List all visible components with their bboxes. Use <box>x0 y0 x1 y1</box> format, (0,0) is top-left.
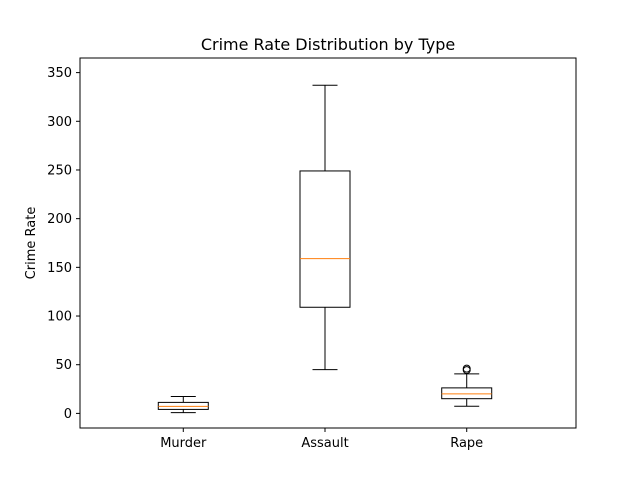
rape-box <box>441 387 493 400</box>
y-tick-label-200: 200 <box>47 212 72 227</box>
assault-box <box>299 170 351 308</box>
y-tick-label-350: 350 <box>47 66 72 81</box>
y-tick-label-300: 300 <box>47 115 72 130</box>
y-tick-label-150: 150 <box>47 261 72 276</box>
chart-title: Crime Rate Distribution by Type <box>201 35 455 54</box>
x-tick-label-murder: Murder <box>160 436 207 451</box>
y-axis-label: Crime Rate <box>24 207 39 280</box>
x-tick-label-rape: Rape <box>450 436 483 451</box>
rape-outlier-1 <box>462 364 471 373</box>
y-tick-label-100: 100 <box>47 310 72 325</box>
plot-content: 0 50 100 150 200 250 300 350 Murder Assault Rape <box>47 66 493 451</box>
y-tick-label-250: 250 <box>47 163 72 178</box>
y-tick-label-50: 50 <box>55 358 72 373</box>
y-tick-label-0: 0 <box>64 407 72 422</box>
x-tick-label-assault: Assault <box>301 436 348 451</box>
plot-frame <box>79 57 577 429</box>
